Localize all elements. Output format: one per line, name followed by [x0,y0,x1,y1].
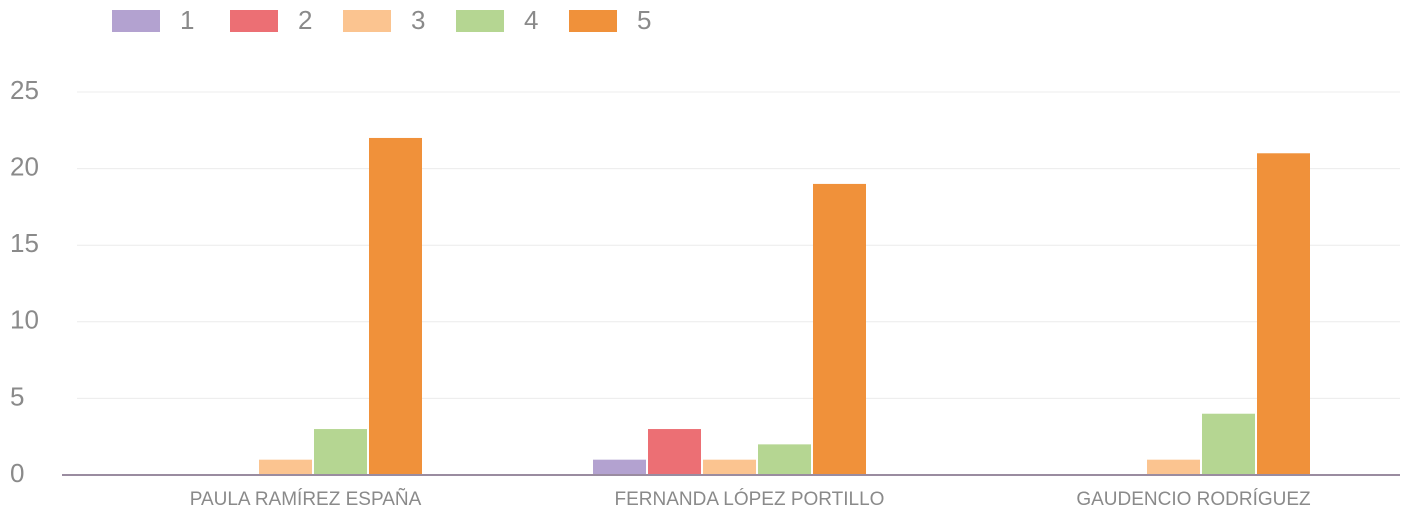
bar [648,429,701,475]
bar [593,459,646,475]
legend-label: 5 [637,5,651,35]
x-tick-label: FERNANDA LÓPEZ PORTILLO [615,488,885,510]
legend-swatch [112,10,160,32]
x-tick-label: PAULA RAMÍREZ ESPAÑA [190,488,422,510]
bar [1257,153,1310,475]
bar [813,183,866,476]
y-tick-label: 20 [10,151,39,181]
legend-label: 3 [411,5,425,35]
bar [758,444,811,475]
y-tick-label: 25 [10,75,39,105]
bar [369,137,422,475]
legend-swatch [343,10,391,32]
legend-swatch [456,10,504,32]
y-tick-label: 15 [10,228,39,258]
bar [703,459,756,475]
legend-label: 2 [298,5,312,35]
legend-swatch [230,10,278,32]
bar [1202,413,1255,475]
y-tick-label: 5 [10,381,24,411]
legend-label: 1 [180,5,194,35]
bar [314,429,367,475]
y-tick-label: 0 [10,458,24,488]
bar [259,459,312,475]
bar [1147,459,1200,475]
y-tick-label: 10 [10,305,39,335]
legend-swatch [569,10,617,32]
x-tick-label: GAUDENCIO RODRÍGUEZ [1076,489,1311,510]
legend-label: 4 [524,5,538,35]
